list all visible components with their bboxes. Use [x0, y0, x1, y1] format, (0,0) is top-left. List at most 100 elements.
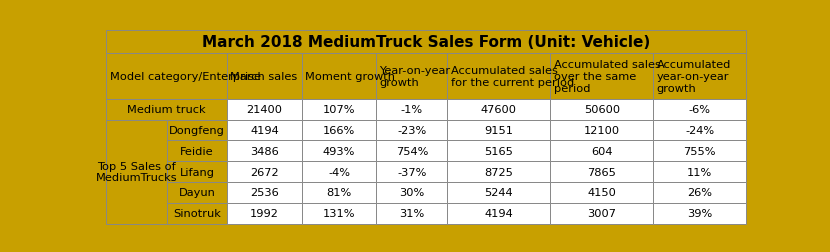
Bar: [106, 54, 227, 99]
Text: 47600: 47600: [481, 105, 517, 115]
Text: Medium truck: Medium truck: [127, 105, 206, 115]
Bar: [550, 182, 653, 203]
Bar: [447, 162, 550, 182]
Text: 1992: 1992: [250, 208, 279, 218]
Text: 81%: 81%: [326, 188, 352, 198]
Bar: [376, 99, 447, 120]
Bar: [550, 141, 653, 162]
Text: 21400: 21400: [247, 105, 282, 115]
Bar: [447, 120, 550, 141]
Text: 754%: 754%: [396, 146, 428, 156]
Bar: [106, 120, 167, 224]
Bar: [301, 54, 376, 99]
Bar: [376, 141, 447, 162]
Text: Sinotruk: Sinotruk: [173, 208, 221, 218]
Bar: [550, 120, 653, 141]
Bar: [653, 54, 745, 99]
Bar: [167, 182, 227, 203]
Text: March sales: March sales: [230, 72, 298, 82]
Text: 604: 604: [591, 146, 613, 156]
Text: 5165: 5165: [485, 146, 513, 156]
Text: 2672: 2672: [250, 167, 279, 177]
Text: 39%: 39%: [687, 208, 712, 218]
Text: Accumulated sales
over the same
period: Accumulated sales over the same period: [554, 60, 661, 93]
Bar: [167, 203, 227, 224]
Bar: [376, 120, 447, 141]
Bar: [227, 203, 301, 224]
Text: March 2018 MediumTruck Sales Form (Unit: Vehicle): March 2018 MediumTruck Sales Form (Unit:…: [202, 35, 650, 50]
Text: Feidie: Feidie: [180, 146, 213, 156]
Bar: [653, 99, 745, 120]
Bar: [376, 203, 447, 224]
Bar: [550, 99, 653, 120]
Text: -24%: -24%: [685, 125, 714, 135]
Bar: [447, 203, 550, 224]
Text: 4194: 4194: [250, 125, 279, 135]
Bar: [227, 162, 301, 182]
Text: 3007: 3007: [588, 208, 617, 218]
Text: -1%: -1%: [401, 105, 422, 115]
Bar: [376, 182, 447, 203]
Text: Accumulated
year-on-year
growth: Accumulated year-on-year growth: [657, 60, 731, 93]
Text: 30%: 30%: [399, 188, 424, 198]
Text: -4%: -4%: [328, 167, 350, 177]
Text: 5244: 5244: [485, 188, 513, 198]
Bar: [227, 54, 301, 99]
Bar: [227, 99, 301, 120]
Bar: [301, 99, 376, 120]
Bar: [167, 120, 227, 141]
Bar: [550, 54, 653, 99]
Text: Year-on-year
growth: Year-on-year growth: [379, 66, 451, 87]
Bar: [550, 162, 653, 182]
Text: 107%: 107%: [323, 105, 355, 115]
Bar: [167, 162, 227, 182]
Text: 12100: 12100: [583, 125, 620, 135]
Text: Accumulated sales
for the current period: Accumulated sales for the current period: [451, 66, 574, 87]
Bar: [227, 182, 301, 203]
Bar: [653, 182, 745, 203]
Text: 11%: 11%: [687, 167, 712, 177]
Text: 4150: 4150: [588, 188, 617, 198]
Bar: [550, 203, 653, 224]
Text: 166%: 166%: [323, 125, 355, 135]
Bar: [653, 120, 745, 141]
Bar: [447, 141, 550, 162]
Text: 8725: 8725: [485, 167, 513, 177]
Text: -6%: -6%: [689, 105, 710, 115]
Text: 4194: 4194: [485, 208, 513, 218]
Bar: [106, 31, 745, 54]
Bar: [447, 99, 550, 120]
Bar: [447, 54, 550, 99]
Bar: [167, 141, 227, 162]
Text: 7865: 7865: [588, 167, 617, 177]
Bar: [376, 54, 447, 99]
Text: Lifang: Lifang: [179, 167, 214, 177]
Text: 2536: 2536: [250, 188, 279, 198]
Text: Model category/Enterprise: Model category/Enterprise: [110, 72, 261, 82]
Text: 755%: 755%: [683, 146, 715, 156]
Bar: [227, 141, 301, 162]
Bar: [301, 162, 376, 182]
Bar: [227, 120, 301, 141]
Text: Dongfeng: Dongfeng: [169, 125, 225, 135]
Bar: [301, 182, 376, 203]
Bar: [301, 141, 376, 162]
Text: Dayun: Dayun: [178, 188, 215, 198]
Text: Top 5 Sales of
MediumTrucks: Top 5 Sales of MediumTrucks: [95, 161, 178, 183]
Text: 131%: 131%: [323, 208, 355, 218]
Bar: [376, 162, 447, 182]
Text: 26%: 26%: [687, 188, 712, 198]
Text: 50600: 50600: [583, 105, 620, 115]
Text: 493%: 493%: [323, 146, 355, 156]
Text: 31%: 31%: [399, 208, 424, 218]
Bar: [301, 203, 376, 224]
Bar: [653, 141, 745, 162]
Text: -23%: -23%: [398, 125, 427, 135]
Bar: [447, 182, 550, 203]
Bar: [653, 203, 745, 224]
Text: Moment growth: Moment growth: [305, 72, 395, 82]
Text: 9151: 9151: [485, 125, 513, 135]
Text: 3486: 3486: [250, 146, 279, 156]
Bar: [301, 120, 376, 141]
Bar: [653, 162, 745, 182]
